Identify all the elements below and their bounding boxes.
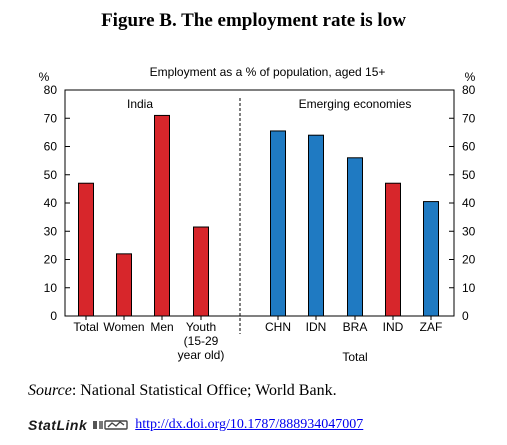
bar-1-4	[423, 201, 439, 317]
x-tick-label: Men	[150, 320, 173, 334]
panel-label-1: Emerging economies	[299, 97, 412, 111]
x-tick-label: ZAF	[420, 320, 443, 334]
source-note: Source: National Statistical Office; Wor…	[28, 382, 337, 400]
y-tick-label-left: 80	[44, 83, 58, 97]
x-tick-label: Total	[73, 320, 98, 334]
x-tick-label: BRA	[343, 320, 368, 334]
bar-1-1	[308, 134, 324, 317]
figure-title: Figure B. The employment rate is low	[101, 10, 406, 31]
y-tick-label-right: 20	[462, 253, 476, 267]
source-text: : National Statistical Office; World Ban…	[71, 382, 337, 399]
y-tick-label-left: 40	[44, 196, 58, 210]
bar-0-0	[78, 182, 94, 317]
y-tick-label-left: 10	[44, 281, 58, 295]
y-tick-label-right: 40	[462, 196, 476, 210]
bar-1-3	[385, 182, 401, 317]
y-axis-unit-right: %	[465, 70, 476, 84]
bar-1-0	[270, 130, 286, 317]
x-tick-label: CHN	[265, 320, 291, 334]
x-tick-label: year old)	[178, 348, 225, 362]
y-tick-label-right: 70	[462, 111, 476, 125]
bar-1-2	[347, 157, 363, 317]
y-tick-label-left: 0	[50, 309, 57, 323]
bar-0-2	[154, 114, 170, 317]
y-axis-unit-left: %	[39, 70, 50, 84]
employment-chart: Employment as a % of population, aged 15…	[39, 65, 476, 364]
y-tick-label-left: 70	[44, 111, 58, 125]
panel-label-0: India	[127, 97, 153, 111]
x-tick-label: Youth	[186, 320, 216, 334]
y-tick-label-right: 50	[462, 168, 476, 182]
x-tick-label: IND	[383, 320, 404, 334]
chart-title: Employment as a % of population, aged 15…	[150, 65, 386, 79]
panel-xlabel-1: Total	[342, 350, 367, 364]
y-tick-label-right: 10	[462, 281, 476, 295]
y-tick-label-left: 30	[44, 224, 58, 238]
y-tick-label-right: 60	[462, 140, 476, 154]
y-tick-label-right: 30	[462, 224, 476, 238]
statlink-logo-icon	[93, 420, 128, 430]
y-tick-label-left: 50	[44, 168, 58, 182]
x-tick-label: Women	[103, 320, 144, 334]
y-tick-label-right: 0	[462, 309, 469, 323]
y-tick-label-right: 80	[462, 83, 476, 97]
source-prefix: Source	[28, 382, 72, 399]
statlink-label: StatLink	[28, 417, 88, 433]
bar-0-3	[193, 226, 209, 317]
y-tick-label-left: 20	[44, 253, 58, 267]
y-tick-label-left: 60	[44, 140, 58, 154]
x-tick-label: (15-29	[184, 334, 219, 348]
statlink-row: StatLink http://dx.doi.org/10.1787/88893…	[28, 415, 363, 435]
bar-0-1	[116, 253, 132, 317]
x-tick-label: IDN	[306, 320, 327, 334]
statlink-url-link[interactable]: http://dx.doi.org/10.1787/888934047007	[135, 417, 364, 432]
